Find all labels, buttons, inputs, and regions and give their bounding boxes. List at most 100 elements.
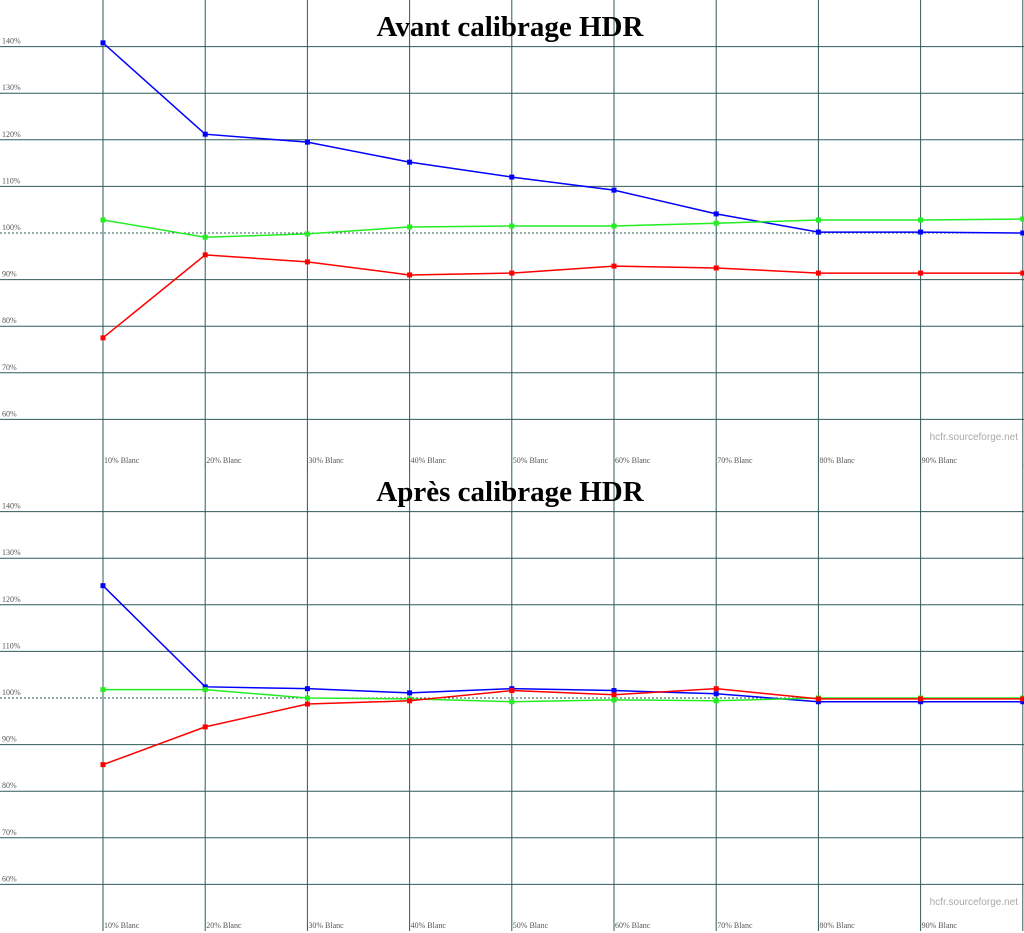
series-line — [102, 254, 1023, 339]
x-tick-label: 10% Blanc — [104, 456, 140, 465]
point-marker — [509, 699, 515, 705]
point-marker — [713, 686, 719, 692]
x-tick-label: 20% Blanc — [206, 921, 242, 930]
x-tick-label: 60% Blanc — [615, 921, 651, 930]
point-marker — [407, 272, 413, 278]
point-marker — [815, 696, 821, 702]
x-tick-label: 40% Blanc — [411, 456, 447, 465]
point-marker — [100, 583, 106, 589]
point-marker — [918, 699, 924, 705]
point-marker — [202, 724, 208, 730]
x-tick-label: 80% Blanc — [819, 456, 855, 465]
x-tick-label: 60% Blanc — [615, 456, 651, 465]
point-marker — [202, 687, 208, 693]
point-marker — [918, 229, 924, 235]
point-marker — [304, 701, 310, 707]
x-tick-label: 70% Blanc — [717, 456, 753, 465]
y-tick-label: 60% — [2, 409, 17, 418]
y-tick-label: 90% — [2, 735, 17, 744]
chart-title: Avant calibrage HDR — [377, 11, 645, 43]
point-marker — [1020, 270, 1024, 276]
point-marker — [509, 174, 515, 180]
point-marker — [304, 139, 310, 145]
point-marker — [918, 217, 924, 223]
series-line — [103, 688, 1023, 703]
point-marker — [815, 270, 821, 276]
point-marker — [815, 229, 821, 235]
y-tick-label: 120% — [2, 595, 21, 604]
series-line — [102, 218, 1023, 238]
point-marker — [1020, 696, 1024, 702]
y-tick-label: 110% — [2, 641, 21, 650]
point-marker — [509, 223, 515, 229]
watermark: hcfr.sourceforge.net — [930, 432, 1019, 443]
point-marker — [509, 270, 515, 276]
point-marker — [100, 335, 106, 341]
series-line — [102, 585, 1023, 703]
point-marker — [611, 187, 617, 193]
y-tick-label: 130% — [2, 83, 21, 92]
x-tick-label: 40% Blanc — [411, 921, 447, 930]
point-marker — [202, 234, 208, 240]
point-marker — [611, 263, 617, 269]
point-marker — [713, 211, 719, 217]
x-tick-label: 30% Blanc — [308, 456, 344, 465]
point-marker — [918, 270, 924, 276]
x-tick-label: 80% Blanc — [819, 921, 855, 930]
point-marker — [611, 223, 617, 229]
point-marker — [713, 698, 719, 704]
y-tick-label: 120% — [2, 130, 21, 139]
point-marker — [407, 698, 413, 704]
series-line — [102, 687, 1023, 766]
point-marker — [713, 691, 719, 697]
point-marker — [202, 131, 208, 137]
point-marker — [304, 231, 310, 237]
point-marker — [509, 688, 515, 694]
x-tick-label: 50% Blanc — [513, 921, 549, 930]
point-marker — [713, 265, 719, 271]
x-tick-label: 50% Blanc — [513, 456, 549, 465]
x-tick-label: 90% Blanc — [922, 456, 958, 465]
y-tick-label: 80% — [2, 316, 17, 325]
point-marker — [407, 690, 413, 696]
point-marker — [918, 696, 924, 702]
point-marker — [815, 217, 821, 223]
point-marker — [611, 688, 617, 694]
point-marker — [304, 686, 310, 692]
point-marker — [611, 692, 617, 698]
point-marker — [100, 762, 106, 768]
y-tick-label: 110% — [2, 176, 21, 185]
point-marker — [100, 217, 106, 223]
y-tick-label: 100% — [2, 688, 21, 697]
point-marker — [611, 697, 617, 703]
watermark: hcfr.sourceforge.net — [930, 897, 1019, 908]
point-marker — [407, 224, 413, 230]
x-tick-label: 30% Blanc — [308, 921, 344, 930]
y-tick-label: 70% — [2, 828, 17, 837]
chart-title: Après calibrage HDR — [376, 476, 644, 508]
y-tick-label: 80% — [2, 781, 17, 790]
y-tick-label: 140% — [2, 37, 21, 46]
point-marker — [1020, 699, 1024, 705]
point-marker — [1020, 230, 1024, 236]
y-tick-label: 70% — [2, 363, 17, 372]
y-tick-label: 60% — [2, 874, 17, 883]
x-tick-label: 20% Blanc — [206, 456, 242, 465]
y-tick-label: 140% — [2, 502, 21, 511]
series-line — [102, 42, 1023, 234]
y-tick-label: 100% — [2, 223, 21, 232]
point-marker — [713, 220, 719, 226]
point-marker — [815, 699, 821, 705]
point-marker — [100, 40, 106, 46]
point-marker — [304, 259, 310, 265]
point-marker — [304, 695, 310, 701]
point-marker — [1020, 216, 1024, 222]
point-marker — [407, 159, 413, 165]
y-tick-label: 90% — [2, 270, 17, 279]
point-marker — [100, 687, 106, 693]
point-marker — [202, 684, 208, 690]
point-marker — [202, 252, 208, 258]
y-tick-label: 130% — [2, 548, 21, 557]
